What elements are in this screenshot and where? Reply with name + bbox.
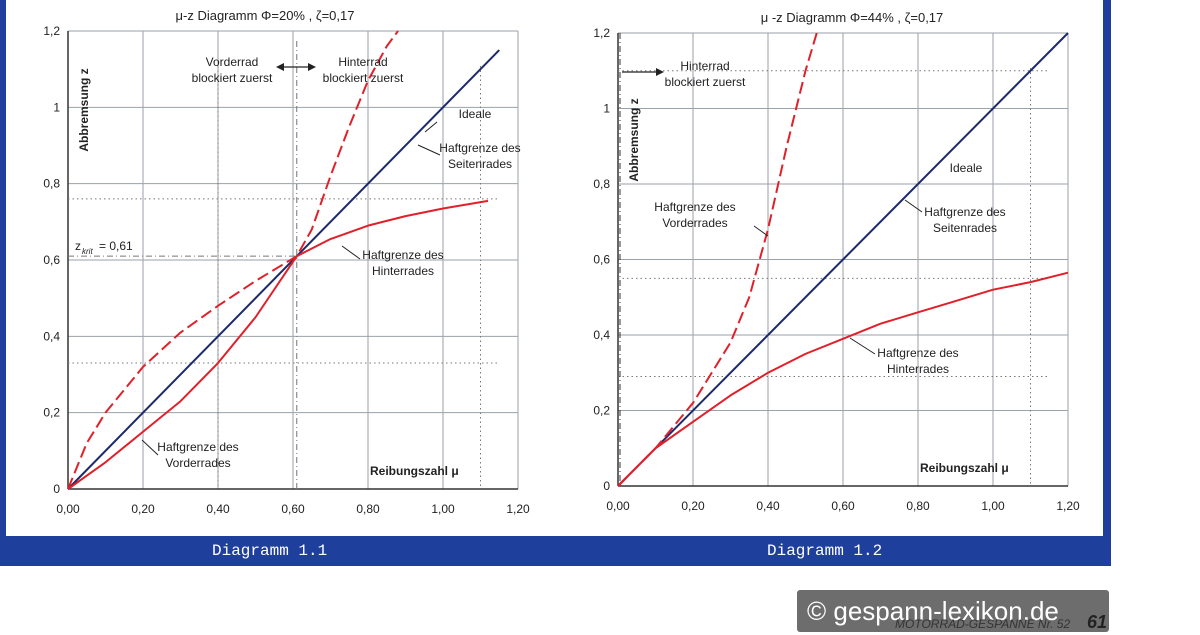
page-frame-left [0,0,6,540]
y-axis-label: Abbremsung z [77,68,91,151]
x-tick-label: 0,20 [131,502,155,516]
x-tick-label: 1,00 [981,499,1005,513]
y-tick-label: 0,8 [43,177,60,191]
page-frame-right [1103,0,1111,540]
y-tick-label: 0 [53,482,60,496]
chart-title: μ -z Diagramm Φ=44% , ζ=0,17 [761,10,944,25]
caption-diagram-1: Diagramm 1.1 [212,542,328,560]
zkrit-label: z [75,239,81,253]
annotation-vorderrad: Vorderrades [662,216,727,230]
y-tick-label: 0,2 [43,406,60,420]
y-tick-label: 0 [603,479,610,493]
annotation-leader-line [424,121,438,133]
annotation-hinterrad: Haftgrenze des [877,346,958,360]
annotation-leader-line [904,199,923,213]
annotation-hinterrad-blockiert: Hinterrad [338,55,387,69]
zkrit-subscript: krit [82,247,93,256]
x-tick-label: 0,80 [906,499,930,513]
page-number: 61 [1087,612,1108,632]
x-tick-label: 0,00 [606,499,630,513]
annotation-leader-line [141,439,159,456]
annotation-seitenrad: Haftgrenze des [924,205,1005,219]
annotation-leader-line [341,245,361,260]
annotation-seitenrad: Seitenrades [933,221,997,235]
x-tick-label: 0,40 [206,502,230,516]
magazine-footer: MOTORRAD-GESPANNE Nr. 52 [895,617,1071,631]
y-tick-label: 1,2 [43,24,60,38]
x-tick-label: 0,40 [756,499,780,513]
annotation-hinterrad: Hinterrades [372,264,434,278]
y-tick-label: 1 [53,100,60,114]
annotation-vorderrad-blockiert: Vorderrad [206,55,259,69]
arrow-left-icon [276,63,284,71]
annotation-hinterrad: Haftgrenze des [362,248,443,262]
annotation-hinterrad-blockiert: blockiert zuerst [665,75,746,89]
zkrit-value: = 0,61 [99,239,133,253]
y-tick-label: 0,6 [593,253,610,267]
y-tick-label: 0,8 [593,177,610,191]
x-axis-label: Reibungszahl μ [920,461,1009,475]
x-axis-label: Reibungszahl μ [370,464,459,478]
x-tick-label: 0,80 [356,502,380,516]
x-tick-label: 0,00 [56,502,80,516]
annotation-seitenrad: Haftgrenze des [439,141,520,155]
annotation-hinterrad: Hinterrades [887,362,949,376]
x-tick-label: 0,60 [281,502,305,516]
y-tick-label: 0,6 [43,253,60,267]
x-tick-label: 1,00 [431,502,455,516]
chart-title: μ-z Diagramm Φ=20% , ζ=0,17 [176,8,355,23]
watermark: © gespann-lexikon.de [797,590,1109,632]
annotation-ideale: Ideale [459,107,492,121]
ideal-line [67,49,500,490]
annotation-leader-line [417,144,441,156]
annotation-vorderrad-blockiert: blockiert zuerst [192,71,273,85]
x-tick-label: 0,20 [681,499,705,513]
chart-diagram-1: 0,00 0,20 0,40 0,60 0,80 1,00 1,20 0 0,2 0,4 0,6 0,… [43,8,530,516]
annotation-vorderrad: Haftgrenze des [157,440,238,454]
arrow-right-icon [656,68,664,76]
ideal-line [617,32,1069,487]
annotation-hinterrad-blockiert: blockiert zuerst [323,71,404,85]
caption-bar [0,536,1111,566]
adhesion-curve [617,271,1069,487]
y-tick-label: 0,4 [593,328,610,342]
annotation-vorderrad: Vorderrades [165,456,230,470]
caption-diagram-2: Diagramm 1.2 [767,542,883,560]
dashed-adhesion-curve [67,30,399,490]
y-tick-label: 1,2 [593,26,610,40]
annotation-leader-line [849,337,876,355]
y-tick-label: 1 [603,102,610,116]
x-tick-label: 0,60 [831,499,855,513]
x-tick-label: 1,20 [506,502,530,516]
x-tick-label: 1,20 [1056,499,1080,513]
annotation-vorderrad: Haftgrenze des [654,200,735,214]
annotation-ideale: Ideale [950,161,983,175]
y-tick-label: 0,4 [43,329,60,343]
arrow-right-icon [308,63,316,71]
annotation-leader-line [753,225,769,237]
annotation-seitenrad: Seitenrades [448,157,512,171]
y-axis-label: Abbremsung z [627,98,641,181]
y-tick-label: 0,2 [593,404,610,418]
adhesion-curve [67,199,489,490]
dashed-adhesion-curve [617,32,818,487]
chart-diagram-2: 0,00 0,20 0,40 0,60 0,80 1,00 1,20 0 0,2 0,4 0,6 0,… [593,10,1080,513]
annotation-hinterrad-blockiert: Hinterrad [680,59,729,73]
